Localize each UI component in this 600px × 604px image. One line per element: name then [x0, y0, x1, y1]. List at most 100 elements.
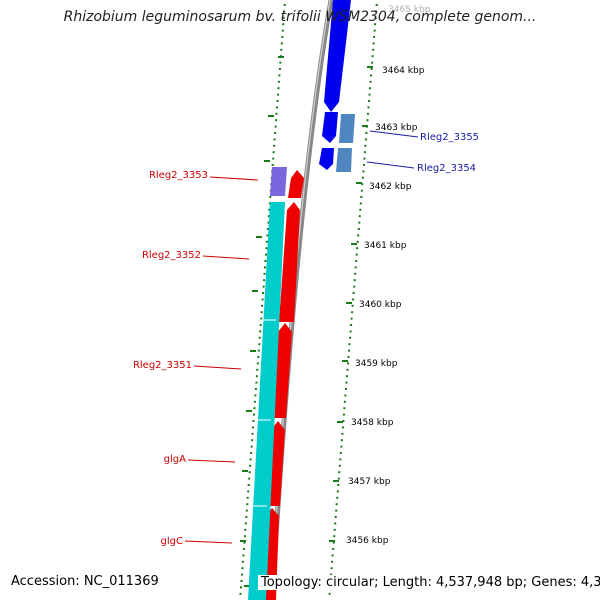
tick-dot	[372, 48, 375, 51]
tick-dot	[358, 215, 361, 218]
tick-dot	[253, 407, 256, 410]
tick-dot	[330, 573, 333, 576]
tick-dot	[344, 394, 347, 397]
tick-dot	[370, 74, 372, 77]
tick-dot	[242, 548, 245, 550]
tick-dot	[334, 516, 337, 518]
tick-dot	[348, 343, 351, 346]
tick-dot	[241, 573, 243, 576]
tick-dot	[272, 157, 275, 160]
tick-dot	[362, 170, 365, 173]
tick-dot	[345, 381, 348, 384]
kbp-label: 3458 kbp	[351, 418, 394, 428]
tick-dot	[368, 100, 370, 102]
tick-dot	[374, 16, 377, 19]
tick-dot	[357, 228, 360, 230]
tick-dot	[342, 420, 345, 422]
tick-dot	[250, 452, 253, 454]
tick-dot	[254, 394, 257, 397]
tick-dot	[269, 196, 272, 198]
tick-dot	[355, 253, 358, 256]
tick-dot	[282, 16, 285, 19]
tick-dot	[243, 541, 246, 544]
forward-cds-group[interactable]	[319, 0, 351, 170]
tick-dot	[354, 266, 357, 269]
forward-orf-group[interactable]	[336, 114, 355, 172]
tick-dot	[277, 93, 279, 96]
label-leader-line	[193, 365, 242, 370]
accession-label: Accession: NC_011369	[9, 574, 161, 589]
tick-dot	[338, 471, 341, 474]
tick-dot	[333, 535, 336, 538]
tick-dot	[350, 317, 353, 320]
kbp-label: 3457 kbp	[348, 477, 391, 487]
tick-dash	[268, 115, 274, 117]
gene-label-glgc[interactable]: glgC	[161, 536, 183, 547]
tick-dot	[281, 29, 284, 32]
tick-dot	[246, 496, 249, 499]
tick-dot	[359, 202, 362, 205]
tick-dot	[241, 560, 244, 563]
kbp-label: 3462 kbp	[369, 182, 412, 192]
reverse-cds-arrow[interactable]	[288, 170, 304, 198]
tick-dot	[375, 4, 378, 6]
tick-dot	[243, 535, 246, 538]
tick-dot	[248, 471, 251, 474]
tick-dot	[280, 42, 283, 45]
tick-dot	[240, 586, 242, 589]
gene-label-rleg2-3354[interactable]: Rleg2_3354	[417, 163, 476, 174]
tick-dot	[244, 522, 247, 525]
forward-cds-arrow[interactable]	[319, 148, 334, 170]
tick-dot	[372, 42, 375, 45]
tick-dot	[278, 74, 281, 77]
tick-dot	[263, 279, 266, 282]
reverse-orf-group[interactable]	[248, 167, 287, 600]
tick-dash	[367, 66, 373, 68]
forward-cds-arrow[interactable]	[324, 0, 351, 112]
tick-dot	[339, 458, 342, 461]
tick-dot	[350, 324, 353, 326]
tick-dot	[278, 68, 281, 70]
tick-dot	[255, 375, 258, 378]
tick-dot	[267, 221, 270, 224]
tick-dot	[371, 61, 374, 64]
tick-dot	[273, 138, 276, 141]
gene-label-rleg2-3351[interactable]: Rleg2_3351	[133, 360, 192, 371]
tick-dot	[263, 272, 266, 275]
kbp-label: 3459 kbp	[355, 359, 398, 369]
tick-dot	[345, 388, 347, 390]
gene-label-rleg2-3352[interactable]: Rleg2_3352	[142, 250, 201, 261]
tick-dot	[347, 362, 349, 365]
tick-dot	[244, 528, 247, 531]
tick-dot	[249, 464, 252, 467]
tick-dot	[360, 189, 363, 192]
tick-dot	[257, 349, 260, 352]
forward-orf-box[interactable]	[339, 114, 355, 143]
tick-dot	[252, 420, 255, 422]
tick-dot	[262, 292, 265, 294]
tick-dot	[333, 528, 336, 531]
tick-dot	[282, 23, 285, 26]
tick-dot	[271, 164, 274, 166]
tick-dot	[277, 80, 280, 83]
kbp-label: 3463 kbp	[375, 123, 418, 133]
tick-dot	[374, 23, 377, 26]
forward-orf-box[interactable]	[336, 148, 352, 172]
tick-dot	[249, 458, 252, 461]
forward-cds-arrow[interactable]	[322, 112, 338, 143]
tick-dot	[330, 567, 333, 570]
gene-label-rleg2-3355[interactable]: Rleg2_3355	[420, 132, 479, 143]
reverse-orf-box[interactable]	[248, 202, 285, 600]
label-leader-line	[366, 161, 415, 169]
reverse-orf-box[interactable]	[270, 167, 287, 196]
tick-dot	[274, 125, 277, 128]
reverse-cds-arrow[interactable]	[279, 202, 300, 322]
tick-dot	[239, 592, 242, 595]
reverse-cds-arrow[interactable]	[271, 323, 292, 418]
tick-dot	[356, 240, 359, 243]
gene-label-rleg2-3353[interactable]: Rleg2_3353	[149, 170, 208, 181]
tick-dash	[329, 540, 335, 542]
gene-label-glga[interactable]: glgA	[164, 454, 186, 465]
